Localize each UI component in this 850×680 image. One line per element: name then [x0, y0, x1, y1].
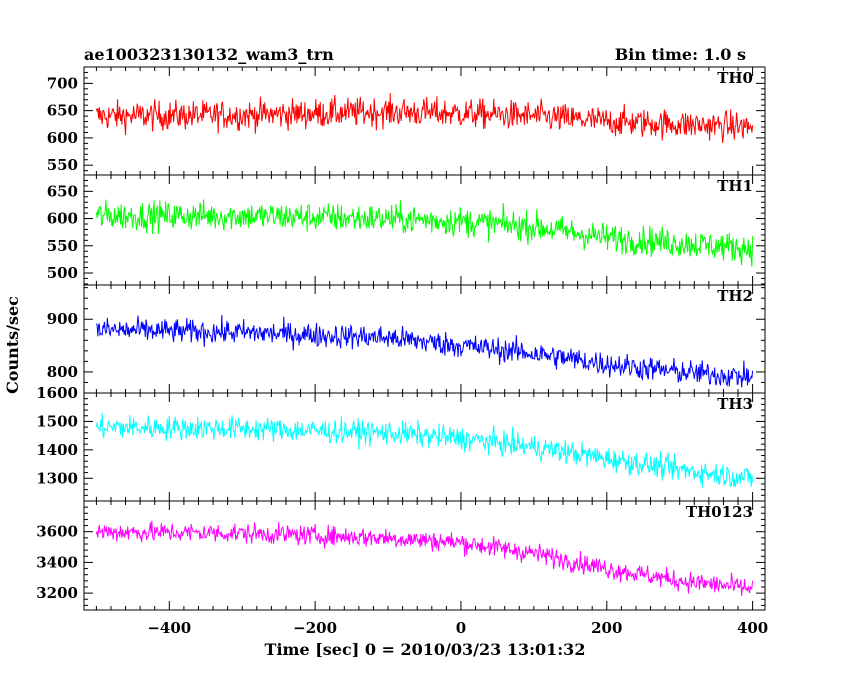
y-tick-label: 1600	[36, 384, 78, 402]
panel-frame-th2	[83, 284, 766, 394]
y-tick-label: 1500	[36, 412, 78, 430]
y-tick-label: 900	[47, 310, 78, 328]
x-tick-label: −200	[293, 619, 337, 637]
series-line-th2	[95, 314, 754, 388]
y-axis-label: Counts/sec	[3, 296, 22, 394]
series-line-th1	[95, 199, 754, 267]
x-tick-label: 0	[456, 619, 466, 637]
y-tick-label: 3400	[36, 553, 78, 571]
series-line-th0	[95, 92, 754, 143]
y-tick-label: 550	[47, 156, 78, 174]
bin-time-label: Bin time: 1.0 s	[615, 45, 746, 64]
y-tick-label: 1300	[36, 469, 78, 487]
y-tick-label: 650	[47, 182, 78, 200]
chart-title: ae100323130132_wam3_trn	[84, 45, 334, 64]
y-tick-label: 600	[47, 129, 78, 147]
y-tick-label: 500	[47, 264, 78, 282]
panel-label-th3: TH3	[717, 395, 753, 413]
x-tick-label: −400	[147, 619, 191, 637]
y-tick-label: 800	[47, 363, 78, 381]
panel-label-th2: TH2	[717, 287, 753, 305]
x-tick-label: 200	[591, 619, 622, 637]
series-line-th0123	[95, 520, 754, 597]
panel-label-th1: TH1	[717, 177, 753, 195]
x-tick-label: 400	[737, 619, 768, 637]
series-line-th3	[95, 413, 754, 489]
y-tick-label: 3200	[36, 584, 78, 602]
x-axis-label: Time [sec] 0 = 2010/03/23 13:01:32	[265, 640, 586, 659]
panel-label-th0: TH0	[717, 69, 753, 87]
y-tick-label: 1400	[36, 441, 78, 459]
panels-group: 550 600 650 700 TH0 500 550 600 650 TH1 800 900 TH2 1…	[36, 66, 766, 611]
y-tick-label: 550	[47, 237, 78, 255]
panel-frame-th0123	[83, 500, 766, 611]
y-tick-label: 600	[47, 210, 78, 228]
x-tick-labels: −400 −200 0 200 400	[147, 619, 768, 637]
panel-frame-th3	[83, 392, 766, 502]
y-tick-label: 700	[47, 74, 78, 92]
y-tick-label: 3600	[36, 523, 78, 541]
y-tick-label: 650	[47, 102, 78, 120]
panel-label-th0123: TH0123	[686, 503, 753, 521]
